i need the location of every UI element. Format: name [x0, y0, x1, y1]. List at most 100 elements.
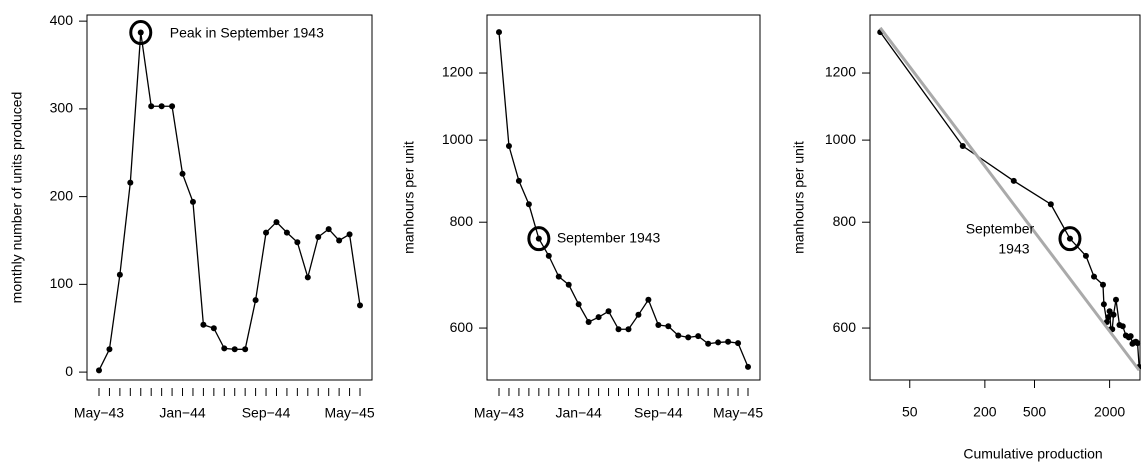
data-point [745, 363, 751, 370]
data-point [505, 143, 512, 150]
data-point [575, 301, 582, 308]
x-tick-label: 500 [1023, 404, 1047, 420]
y-tick-label: 100 [50, 275, 74, 291]
x-tick-label: Jan−44 [556, 405, 603, 421]
data-point [1110, 311, 1117, 318]
y-axis-label: manhours per unit [791, 141, 807, 254]
data-point [545, 252, 552, 259]
data-point [496, 29, 502, 36]
data-point [106, 346, 113, 353]
x-tick-label: May−45 [713, 405, 763, 421]
y-tick-label: 200 [50, 187, 74, 203]
x-tick-label: May−43 [74, 405, 124, 421]
data-point [959, 143, 966, 150]
y-tick-label: 600 [450, 319, 474, 335]
data-point [615, 326, 622, 333]
data-point [283, 229, 290, 236]
x-tick-label: 200 [973, 404, 997, 420]
data-point [535, 235, 542, 242]
plot-frame [86, 14, 373, 381]
data-point [294, 239, 301, 246]
data-point [179, 170, 186, 177]
data-point [645, 296, 652, 303]
data-point [127, 179, 134, 186]
data-point [565, 281, 572, 288]
data-point [555, 273, 562, 280]
data-point [585, 318, 592, 325]
data-point [1119, 323, 1126, 330]
data-point [96, 367, 102, 374]
data-point [210, 325, 217, 332]
highlight-ring [1058, 226, 1082, 252]
data-point [1134, 340, 1141, 347]
data-point [595, 314, 602, 321]
data-point [515, 177, 522, 184]
data-point [189, 198, 196, 205]
data-point [605, 308, 612, 315]
x-tick-label: 2000 [1094, 404, 1125, 420]
data-point [357, 302, 363, 309]
data-point [148, 103, 155, 110]
data-point [735, 340, 742, 347]
data-point [1127, 333, 1134, 340]
data-point [304, 274, 311, 281]
data-point [655, 322, 662, 329]
data-point [200, 321, 207, 328]
data-point [1047, 201, 1054, 208]
data-point [325, 226, 332, 233]
plot-frame [486, 14, 761, 381]
data-point [169, 103, 176, 110]
annotation: Peak in September 1943 [170, 24, 324, 40]
highlight-ring [527, 226, 551, 252]
annotation: September 1943 [557, 229, 661, 245]
data-point [273, 219, 280, 226]
x-tick-label: Jan−44 [159, 405, 206, 421]
data-point [1082, 252, 1089, 259]
data-line [498, 32, 749, 368]
fit-line [879, 26, 1141, 372]
data-point [1066, 235, 1073, 242]
data-point [665, 323, 672, 330]
data-point [1112, 296, 1119, 303]
data-point [158, 103, 165, 110]
y-tick-label: 800 [833, 213, 857, 229]
y-tick-label: 800 [450, 213, 474, 229]
data-point [336, 237, 343, 244]
data-point [116, 271, 123, 278]
data-point [252, 297, 259, 304]
data-point [715, 339, 722, 346]
data-point [137, 29, 144, 36]
data-point [685, 334, 692, 341]
data-point [635, 311, 642, 318]
y-tick-label: 1000 [442, 131, 473, 147]
x-tick-label: May−45 [324, 405, 374, 421]
data-point [346, 231, 353, 238]
data-line [98, 32, 361, 371]
data-point [695, 333, 702, 340]
annotation: September [966, 220, 1035, 236]
data-point [1100, 301, 1107, 308]
x-tick-label: 50 [902, 404, 918, 420]
data-point [263, 229, 270, 236]
y-tick-label: 300 [50, 100, 74, 116]
data-point [1091, 273, 1098, 280]
data-point [675, 332, 682, 339]
data-point [725, 338, 732, 345]
highlight-ring [129, 20, 153, 46]
data-point [525, 201, 532, 208]
x-tick-label: Sep−44 [242, 405, 291, 421]
data-point [315, 233, 322, 240]
data-point [1105, 314, 1112, 321]
y-axis-label: monthly number of units produced [9, 92, 25, 304]
plot-frame [869, 14, 1141, 381]
data-point [231, 346, 238, 353]
data-point [705, 340, 712, 347]
y-tick-label: 400 [50, 12, 74, 28]
annotation: 1943 [998, 240, 1029, 256]
y-tick-label: 1200 [825, 64, 856, 80]
y-tick-label: 1200 [442, 64, 473, 80]
data-point [242, 346, 249, 353]
data-point [1106, 308, 1113, 315]
